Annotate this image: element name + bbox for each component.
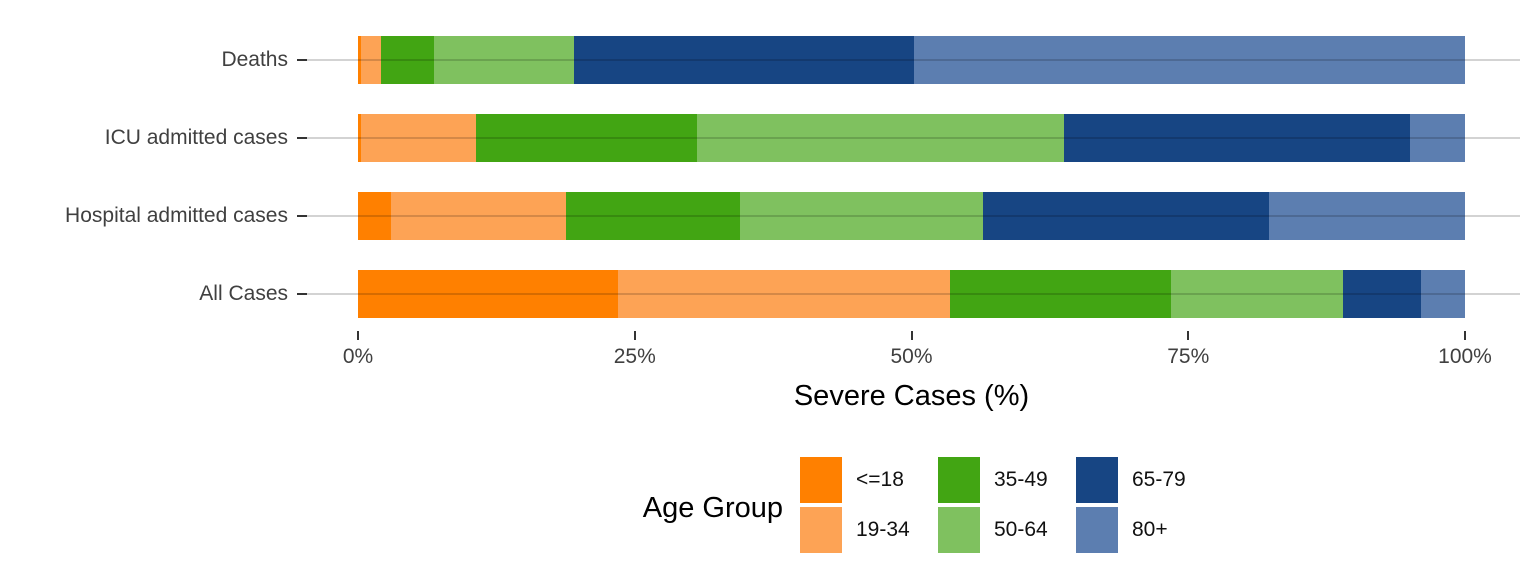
bar-segment	[391, 192, 567, 240]
legend-label: 80+	[1132, 518, 1168, 541]
bar-segment	[950, 270, 1171, 318]
legend-swatch	[938, 507, 980, 553]
bar-row	[358, 270, 1465, 318]
x-axis-title: Severe Cases (%)	[793, 380, 1030, 412]
x-tick-label: 75%	[1167, 345, 1210, 368]
bar-segment	[566, 192, 740, 240]
bar-segment	[358, 192, 392, 240]
x-tick-label: 0%	[342, 345, 374, 368]
bar-segment	[1064, 114, 1410, 162]
bar-segment	[358, 36, 362, 84]
x-axis-tick	[910, 331, 913, 340]
bar-segment	[381, 36, 435, 84]
bar-segment	[739, 192, 984, 240]
gridline-over-bar	[358, 215, 1465, 217]
category-label: Hospital admitted cases	[65, 204, 288, 227]
x-tick-label: 50%	[890, 345, 933, 368]
y-axis-tick	[297, 59, 307, 61]
y-axis-tick	[297, 215, 307, 217]
bar-segment	[358, 270, 619, 318]
bar-segment	[361, 36, 382, 84]
bar-segment	[434, 36, 574, 84]
y-axis-tick	[297, 293, 307, 295]
bar-segment	[618, 270, 951, 318]
bar-segment	[1420, 270, 1465, 318]
gridline-over-bar	[358, 137, 1465, 139]
legend-swatch	[1076, 507, 1118, 553]
bar-row	[358, 36, 1465, 84]
bar-segment	[1170, 270, 1344, 318]
bar-row	[358, 114, 1465, 162]
bar-segment	[573, 36, 914, 84]
bar-segment	[1343, 270, 1421, 318]
bar-row	[358, 192, 1465, 240]
x-tick-label: 25%	[613, 345, 656, 368]
legend-label: 65-79	[1132, 468, 1186, 491]
legend-label: 19-34	[856, 518, 910, 541]
legend-label: <=18	[856, 468, 904, 491]
bar-segment	[358, 114, 362, 162]
bar-segment	[361, 114, 477, 162]
category-label: ICU admitted cases	[104, 126, 288, 149]
category-label: Deaths	[221, 48, 288, 71]
legend-title: Age Group	[642, 492, 783, 524]
bar-segment	[1409, 114, 1465, 162]
bar-segment	[983, 192, 1270, 240]
gridline-over-bar	[358, 59, 1465, 61]
legend-swatch	[800, 457, 842, 503]
x-tick-label: 100%	[1438, 345, 1492, 368]
legend-swatch	[938, 457, 980, 503]
legend-label: 35-49	[994, 468, 1048, 491]
x-axis-tick	[1464, 331, 1466, 340]
legend-swatch	[1076, 457, 1118, 503]
x-axis-tick	[1187, 331, 1190, 340]
gridline-over-bar	[358, 293, 1465, 295]
bar-segment	[476, 114, 697, 162]
legend-swatch	[800, 507, 842, 553]
bar-segment	[1269, 192, 1465, 240]
x-axis-tick	[633, 331, 636, 340]
bar-segment	[696, 114, 1065, 162]
y-axis-tick	[297, 137, 307, 139]
category-label: All Cases	[199, 282, 288, 305]
x-axis-tick	[357, 331, 359, 340]
bar-segment	[913, 36, 1465, 84]
legend-label: 50-64	[994, 518, 1048, 541]
